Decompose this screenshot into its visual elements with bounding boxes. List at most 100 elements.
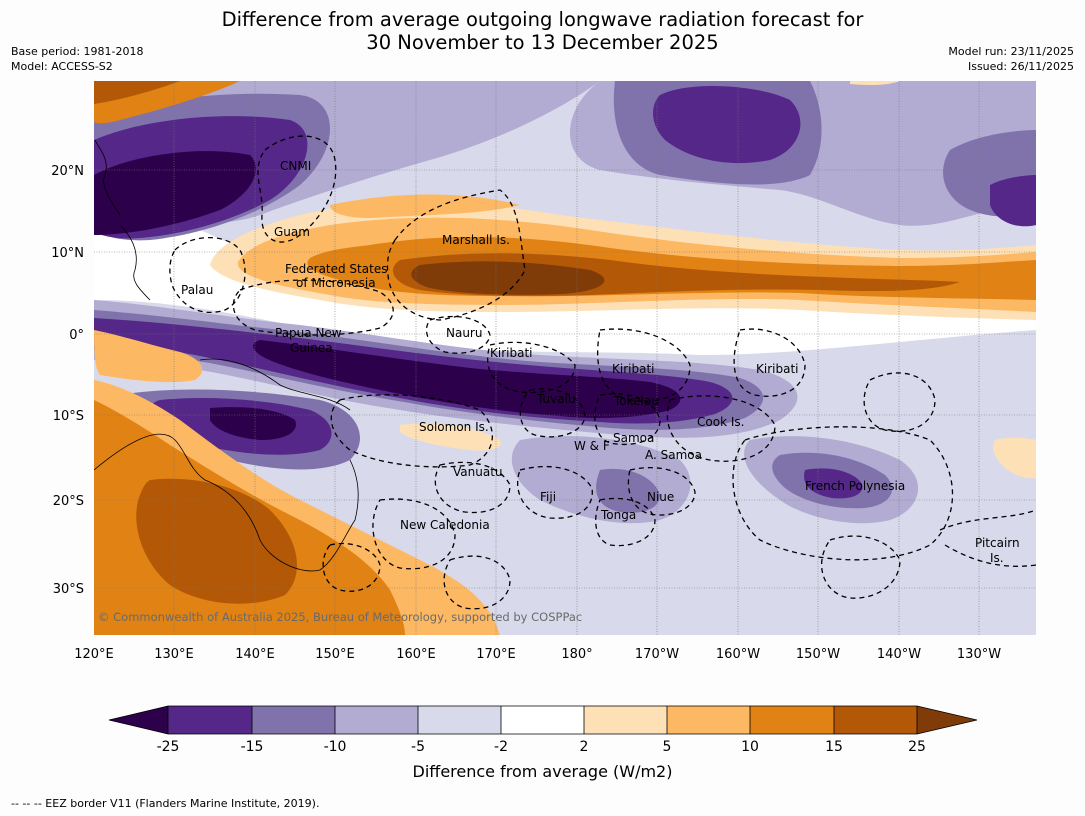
- colorbar-tick: 10: [741, 739, 759, 755]
- issued-date: Issued: 26/11/2025: [967, 60, 1074, 73]
- longitude-labels: 120°E 130°E 140°E 150°E 160°E 170°E 180°…: [74, 647, 1001, 662]
- label-kiribati-west: Kiribati: [490, 346, 532, 360]
- label-new-caledonia: New Caledonia: [400, 518, 490, 532]
- anomaly-region: [850, 81, 900, 85]
- colorbar-swatch: [750, 706, 834, 734]
- colorbar-swatch: [252, 706, 335, 734]
- colorbar-swatch: [501, 706, 584, 734]
- colorbar-swatch: [418, 706, 501, 734]
- label-tonga: Tonga: [600, 508, 636, 522]
- lat-label: 20°S: [53, 494, 84, 509]
- lon-label: 180°: [561, 647, 592, 662]
- label-png-line1: Papua New: [275, 326, 342, 340]
- colorbar-swatch: [834, 706, 917, 734]
- eez-legend-footer: -- -- -- EEZ border V11 (Flanders Marine…: [11, 797, 320, 810]
- lon-label: 160°E: [396, 647, 436, 662]
- label-pitcairn-line2: Is.: [990, 551, 1004, 565]
- colorbar-label: Difference from average (W/m2): [412, 762, 673, 781]
- label-cnmi: CNMI: [280, 159, 311, 173]
- lon-label: 140°E: [235, 647, 275, 662]
- label-solomon-islands: Solomon Is.: [419, 420, 489, 434]
- lon-label: 170°W: [635, 647, 679, 662]
- coastlines: [94, 139, 359, 572]
- colorbar-tick: 25: [908, 739, 926, 755]
- colorbar-tick: 15: [825, 739, 843, 755]
- colorbar-tick: -2: [494, 739, 508, 755]
- map-title: Difference from average outgoing longwav…: [0, 8, 1085, 54]
- anomaly-region: [400, 423, 501, 451]
- label-niue: Niue: [647, 490, 674, 504]
- title-line-2: 30 November to 13 December 2025: [366, 31, 719, 54]
- label-american-samoa: A. Samoa: [645, 448, 702, 462]
- anomaly-region: [94, 151, 256, 235]
- colorbar-dividers: [167, 706, 918, 734]
- anomaly-region: [94, 81, 180, 104]
- colorbar-swatch: [335, 706, 418, 734]
- label-fsm-line2: of Micronesia: [296, 276, 376, 290]
- lon-label: 120°E: [74, 647, 114, 662]
- base-period: Base period: 1981-2018: [11, 45, 144, 58]
- label-png-line2: Guinea: [290, 341, 333, 355]
- label-cook-islands: Cook Is.: [697, 415, 744, 429]
- anomaly-region: [993, 437, 1036, 479]
- colorbar-extend-low: [109, 706, 168, 734]
- colorbar-tick: 2: [580, 739, 589, 755]
- colorbar-extend-high: [917, 706, 977, 734]
- lat-label: 0°: [69, 328, 84, 343]
- label-samoa: Samoa: [613, 431, 654, 445]
- label-fiji: Fiji: [540, 490, 556, 504]
- anomaly-region: [330, 194, 520, 218]
- lat-label: 10°S: [53, 409, 84, 424]
- label-nauru: Nauru: [446, 326, 482, 340]
- anomaly-region: [804, 468, 863, 499]
- colorbar-tick: 5: [663, 739, 672, 755]
- label-tuvalu: Tuvalu: [536, 392, 576, 406]
- label-guam: Guam: [274, 225, 310, 239]
- anomaly-region: [653, 85, 801, 164]
- colorbar-swatch: [584, 706, 667, 734]
- colorbar-tick: -5: [411, 739, 425, 755]
- label-kiribati-east: Kiribati: [756, 362, 798, 376]
- anomaly-region: [596, 468, 660, 513]
- lon-label: 150°W: [796, 647, 840, 662]
- anomaly-region: [210, 407, 296, 440]
- colorbar-tick: -25: [157, 739, 180, 755]
- graticule: [94, 81, 1036, 635]
- lon-label: 150°E: [315, 647, 355, 662]
- colorbar: -25 -15 -10 -5 -2 2 5 10 15 25: [108, 705, 978, 755]
- eez-borders: [169, 135, 1036, 610]
- anomaly-region: [136, 478, 297, 604]
- label-fsm-line1: Federated States: [285, 262, 387, 276]
- meta-left: Base period: 1981-2018 Model: ACCESS-S2: [11, 44, 143, 74]
- lat-label: 30°S: [53, 582, 84, 597]
- title-line-1: Difference from average outgoing longwav…: [221, 8, 864, 31]
- label-pitcairn-line1: Pitcairn: [975, 536, 1020, 550]
- meta-right: Model run: 23/11/2025 Issued: 26/11/2025: [948, 44, 1074, 74]
- label-marshall-islands: Marshall Is.: [442, 233, 510, 247]
- anomaly-map: © Commonwealth of Australia 2025, Bureau…: [94, 81, 1036, 635]
- lat-label: 10°N: [51, 246, 84, 261]
- place-labels: CNMI Guam Marshall Is. Federated States …: [181, 159, 1020, 565]
- colorbar-swatch: [667, 706, 750, 734]
- lon-label: 130°W: [957, 647, 1001, 662]
- colorbar-tick: -10: [324, 739, 347, 755]
- lon-label: 130°E: [154, 647, 194, 662]
- lon-label: 140°W: [877, 647, 921, 662]
- anomaly-region: [94, 330, 203, 383]
- anomaly-region: [411, 261, 605, 295]
- label-wallis-futuna: W & F: [574, 439, 610, 453]
- latitude-labels: 20°N 10°N 0° 10°S 20°S 30°S: [51, 164, 84, 597]
- model-name: Model: ACCESS-S2: [11, 60, 113, 73]
- colorbar-swatch: [168, 706, 252, 734]
- colorbar-tick: -15: [241, 739, 264, 755]
- lon-label: 160°W: [716, 647, 760, 662]
- label-french-polynesia: French Polynesia: [805, 479, 905, 493]
- copyright-text: © Commonwealth of Australia 2025, Bureau…: [98, 610, 582, 624]
- label-palau: Palau: [181, 283, 213, 297]
- label-kiribati-central: Kiribati: [612, 362, 654, 376]
- label-vanuatu: Vanuatu: [453, 465, 503, 479]
- lat-label: 20°N: [51, 164, 84, 179]
- anomaly-region: [253, 340, 681, 418]
- label-tokelau: Tokelau: [613, 394, 659, 408]
